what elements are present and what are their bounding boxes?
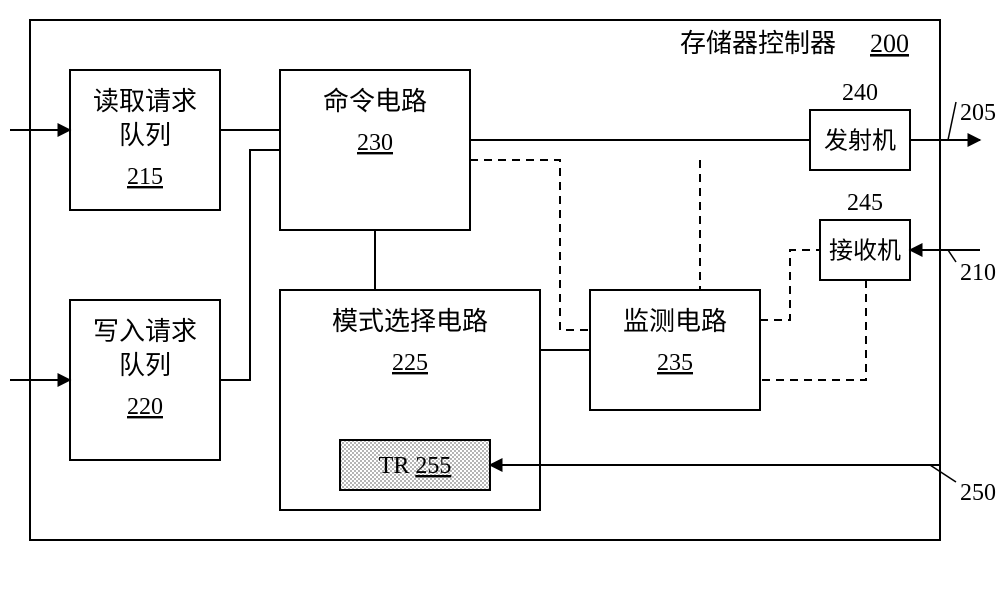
block-tx: 发射机 240	[810, 80, 910, 170]
block-read_q-label: 队列	[119, 121, 171, 150]
block-write_q-num: 220	[127, 394, 163, 420]
block-read_q-num: 215	[127, 164, 163, 190]
block-write_q-label: 队列	[119, 351, 171, 380]
block-cmd-num: 230	[357, 130, 393, 156]
block-cmd-label: 命令电路	[323, 87, 427, 116]
block-cmd: 命令电路 230	[280, 70, 470, 230]
block-read_q: 读取请求队列 215	[70, 70, 220, 210]
svg-text:210: 210	[960, 260, 996, 286]
ext-label-210: 210	[948, 250, 996, 286]
ext-label-205: 205	[948, 100, 996, 140]
block-mode-label: 模式选择电路	[332, 307, 488, 336]
block-write_q-label: 写入请求	[93, 317, 197, 346]
block-mon-num: 235	[657, 350, 693, 376]
container-num: 200	[870, 29, 909, 58]
block-tx-label: 发射机	[824, 127, 896, 154]
svg-text:205: 205	[960, 100, 996, 126]
block-rx: 接收机 245	[820, 190, 910, 280]
block-rx-num: 245	[847, 190, 883, 216]
block-write_q: 写入请求队列 220	[70, 300, 220, 460]
block-tx-num: 240	[842, 80, 878, 106]
block-mon: 监测电路 235	[590, 290, 760, 410]
block-tr: TR 255	[340, 440, 490, 490]
block-read_q-label: 读取请求	[93, 87, 197, 116]
block-rx-label: 接收机	[829, 237, 901, 264]
container-title: 存储器控制器	[680, 29, 836, 58]
svg-text:250: 250	[960, 480, 996, 506]
block-tr-label: TR 255	[379, 453, 452, 479]
block-mon-label: 监测电路	[623, 307, 727, 336]
block-mode-num: 225	[392, 350, 428, 376]
